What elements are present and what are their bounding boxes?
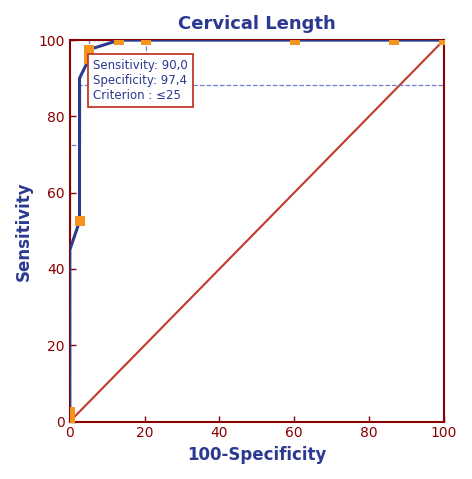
Title: Cervical Length: Cervical Length [178,15,336,33]
Point [76,217,83,225]
Point [85,56,93,63]
Y-axis label: Sensitivity: Sensitivity [15,181,33,281]
Point [85,46,93,54]
Point [391,36,398,44]
X-axis label: 100-Specificity: 100-Specificity [187,446,327,464]
Text: Sensitivity: 90,0
Specificity: 97,4
Criterion : ≤25: Sensitivity: 90,0 Specificity: 97,4 Crit… [93,59,188,102]
Point [292,36,299,44]
Point [66,408,74,416]
Point [143,36,150,44]
Point [115,36,123,44]
Point [440,36,447,44]
Point [66,418,74,425]
